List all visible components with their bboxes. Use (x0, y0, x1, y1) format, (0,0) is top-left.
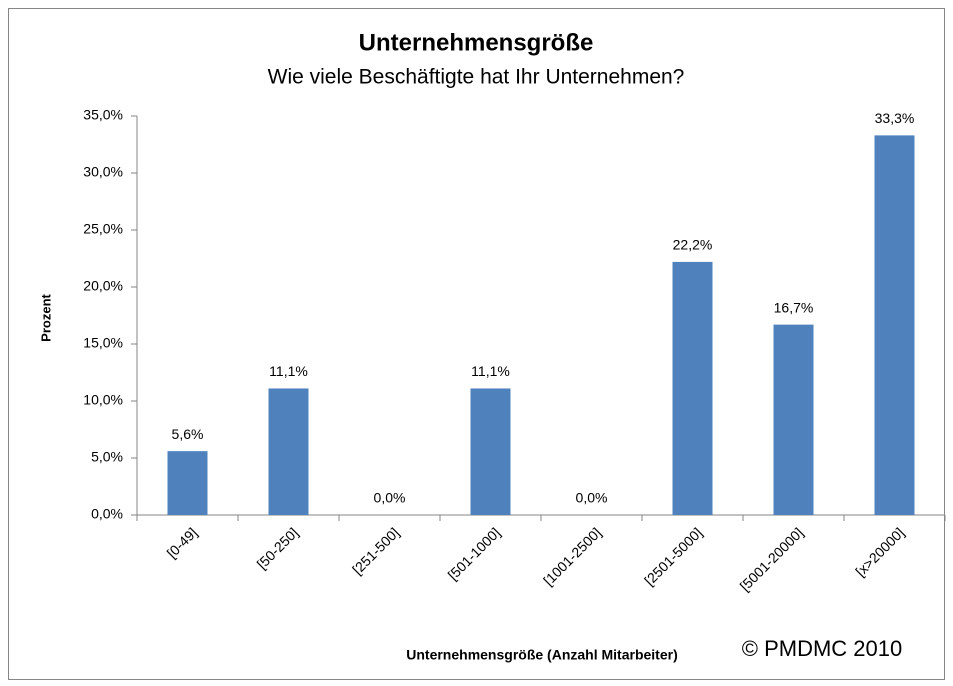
bar (470, 388, 511, 515)
value-label: 0,0% (374, 490, 406, 506)
y-tick-label: 35,0% (83, 107, 123, 123)
value-label: 11,1% (269, 363, 308, 379)
y-tick-label: 0,0% (91, 506, 123, 522)
y-tick-label: 30,0% (83, 164, 123, 180)
bar (874, 135, 915, 515)
x-axis-title: Unternehmensgröße (Anzahl Mitarbeiter) (406, 647, 677, 663)
y-tick-label: 15,0% (83, 335, 123, 351)
y-tick-label: 20,0% (83, 278, 123, 294)
value-label: 5,6% (172, 426, 204, 442)
y-axis-title: Prozent (38, 293, 53, 341)
chart-title: Unternehmensgröße (359, 29, 594, 56)
bar (773, 324, 814, 515)
y-tick-label: 10,0% (83, 392, 123, 408)
chart-subtitle: Wie viele Beschäftigte hat Ihr Unternehm… (268, 66, 685, 89)
y-tick-label: 25,0% (83, 221, 123, 237)
value-label: 0,0% (576, 490, 608, 506)
bar (167, 451, 208, 515)
value-label: 16,7% (774, 299, 814, 315)
value-label: 22,2% (673, 237, 713, 253)
value-label: 33,3% (875, 110, 915, 126)
copyright: © PMDMC 2010 (742, 636, 902, 661)
value-label: 11,1% (471, 363, 510, 379)
y-tick-label: 5,0% (91, 449, 123, 465)
bar (268, 388, 309, 515)
bar (672, 261, 713, 515)
